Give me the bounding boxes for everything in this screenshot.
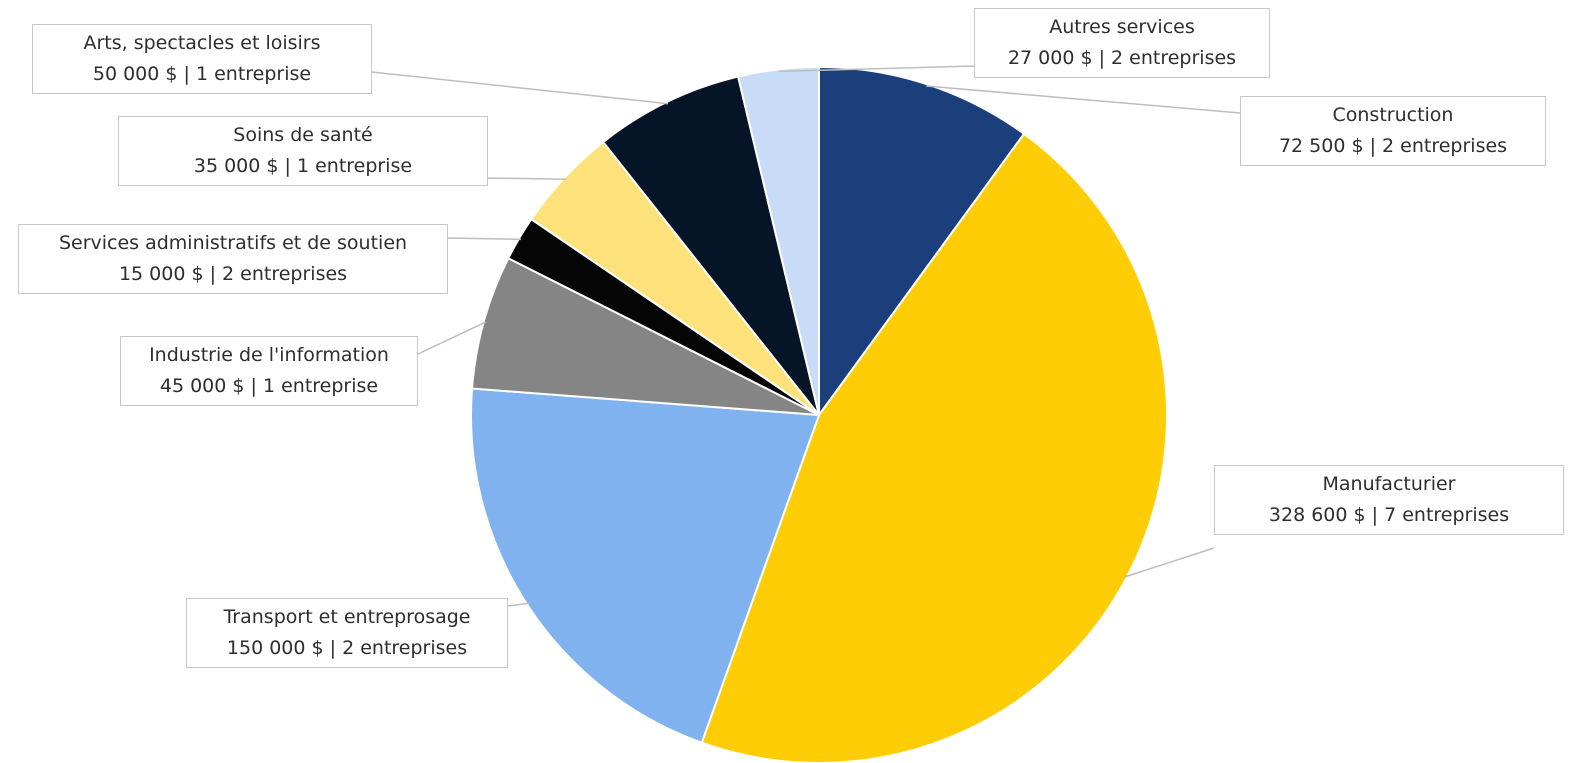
slice-value-line: 328 600 $ | 7 entreprises [1268, 504, 1510, 526]
pie-slices [470, 65, 1168, 763]
slice-label: Transport et entreprosage [223, 606, 471, 628]
slice-value-line: 27 000 $ | 2 entreprises [1007, 47, 1237, 69]
data-label-construction: Construction 72 500 $ | 2 entreprises [1240, 96, 1546, 166]
pie-slice-4 [470, 256, 820, 416]
slice-value: 72 500 $ [1278, 135, 1364, 157]
leader-line-2 [1124, 547, 1215, 578]
leader-line-1 [926, 85, 1241, 114]
slice-count: 2 entreprises [222, 263, 348, 285]
data-label-arts-spectacles: Arts, spectacles et loisirs 50 000 $ | 1… [32, 24, 372, 94]
data-label-services-administratifs: Services administratifs et de soutien 15… [18, 224, 448, 294]
slice-label: Arts, spectacles et loisirs [83, 32, 321, 54]
data-label-autres-services: Autres services 27 000 $ | 2 entreprises [974, 8, 1270, 78]
slice-count: 2 entreprises [342, 637, 468, 659]
slice-count: 1 entreprise [262, 375, 379, 397]
slice-value: 150 000 $ [226, 637, 324, 659]
pie-slice-8 [736, 65, 820, 416]
leader-line-7 [371, 71, 668, 105]
pie-slice-2 [700, 132, 1168, 763]
slice-value: 328 600 $ [1268, 504, 1366, 526]
slice-label: Soins de santé [233, 124, 373, 146]
slice-value-line: 50 000 $ | 1 entreprise [92, 63, 312, 85]
slice-count: 2 entreprises [1111, 47, 1237, 69]
slice-value: 15 000 $ [118, 263, 204, 285]
leader-lines [371, 65, 1241, 607]
leader-line-3 [507, 602, 529, 607]
slice-value-line: 45 000 $ | 1 entreprise [159, 375, 379, 397]
pie-slice-7 [601, 75, 820, 416]
slice-value: 27 000 $ [1007, 47, 1093, 69]
slice-label: Construction [1332, 104, 1454, 126]
leader-line-6 [487, 177, 566, 180]
data-label-soins-de-sante: Soins de santé 35 000 $ | 1 entreprise [118, 116, 488, 186]
slice-value: 35 000 $ [193, 155, 279, 177]
slice-label: Services administratifs et de soutien [58, 232, 408, 254]
slice-count: 1 entreprise [195, 63, 312, 85]
slice-value-line: 35 000 $ | 1 entreprise [193, 155, 413, 177]
slice-label: Autres services [1049, 16, 1195, 38]
leader-line-8 [778, 65, 975, 73]
data-label-manufacturier: Manufacturier 328 600 $ | 7 entreprises [1214, 465, 1564, 535]
pie-slice-3 [470, 387, 821, 744]
slice-value-line: 150 000 $ | 2 entreprises [226, 637, 468, 659]
slice-count: 7 entreprises [1384, 504, 1510, 526]
slice-value-line: 72 500 $ | 2 entreprises [1278, 135, 1508, 157]
leader-line-5 [447, 237, 521, 241]
slice-value-line: 15 000 $ | 2 entreprises [118, 263, 348, 285]
pie-slice-1 [818, 65, 1026, 419]
data-label-information: Industrie de l'information 45 000 $ | 1 … [120, 336, 418, 406]
slice-value: 50 000 $ [92, 63, 178, 85]
slice-count: 2 entreprises [1382, 135, 1508, 157]
leader-line-4 [417, 321, 487, 355]
data-label-transport: Transport et entreprosage 150 000 $ | 2 … [186, 598, 508, 668]
slice-value: 45 000 $ [159, 375, 245, 397]
slice-label: Industrie de l'information [149, 344, 389, 366]
slice-label: Manufacturier [1322, 473, 1456, 495]
slice-count: 1 entreprise [296, 155, 413, 177]
